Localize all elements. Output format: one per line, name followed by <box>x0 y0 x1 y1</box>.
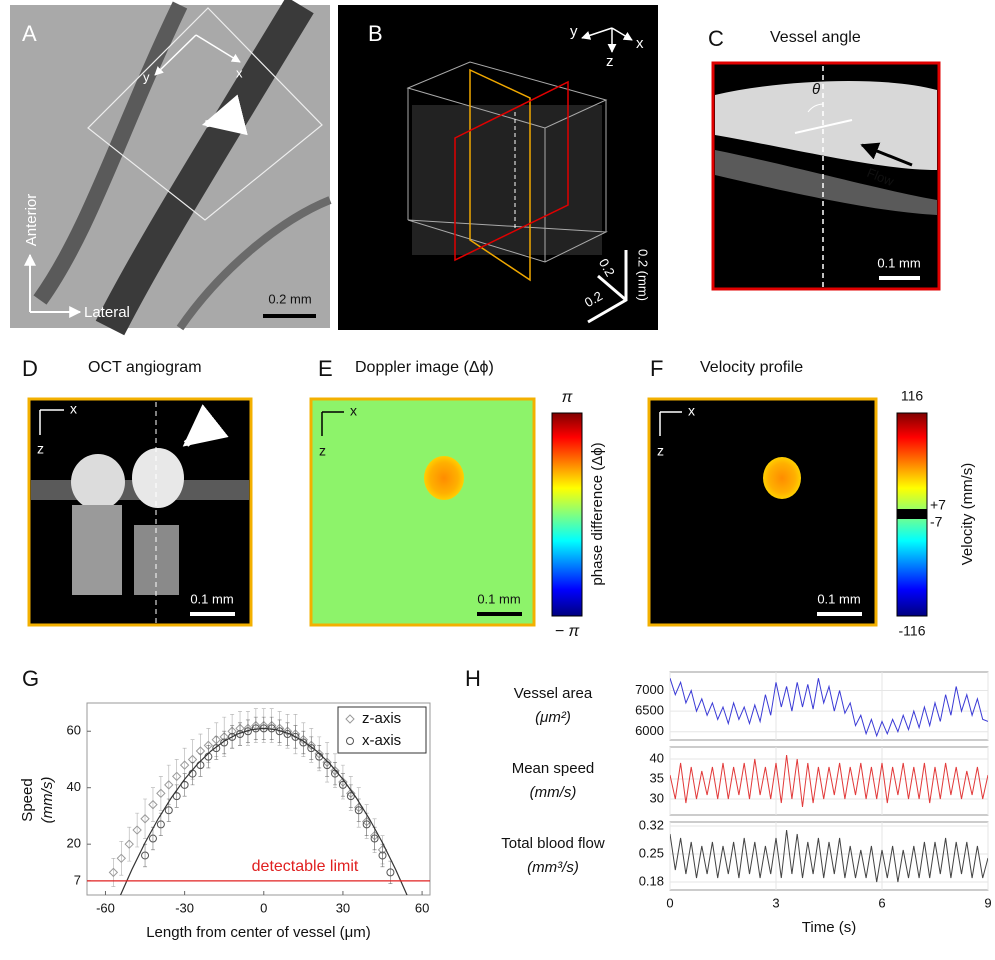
x-tick-label: 0 <box>666 895 673 910</box>
anterior-label: Anterior <box>23 194 40 247</box>
axis-label: y <box>570 23 578 40</box>
x-tick-label: 60 <box>415 900 429 915</box>
colorbar-tick: -7 <box>930 514 943 530</box>
panel-title: Doppler image (Δϕ) <box>355 359 494 376</box>
threshold-label: detectable limit <box>252 858 359 875</box>
axis-label: x <box>350 403 357 419</box>
axis-label: x <box>636 35 644 52</box>
y-tick-label: 40 <box>67 779 81 794</box>
x-tick-label: 0 <box>260 900 267 915</box>
y-tick-label: 20 <box>67 836 81 851</box>
y-tick-label: 40 <box>650 750 664 765</box>
panel-title: OCT angiogram <box>88 359 202 376</box>
y-tick-label: 60 <box>67 723 81 738</box>
y-axis-label: Speed <box>19 778 36 821</box>
chart: 7 20 40 60 -60 -30 0 30 60 Length from center of … <box>19 703 430 941</box>
scale-label: 0.1 mm <box>877 255 920 270</box>
panel-b: y x z 0.2 (mm) 0.2 0.2 B <box>338 5 658 330</box>
scale-label: 0.1 mm <box>190 591 233 606</box>
scale-label: 0.2 (mm) <box>636 249 651 301</box>
y-tick-label: 30 <box>650 790 664 805</box>
plot-frame <box>670 822 988 890</box>
chart: 0.18 0.25 0.32 0 3 6 9 Time (s) Total blood flow… <box>501 817 991 936</box>
panel-e: E Doppler image (Δϕ) x z 0.1 mm π − π ph… <box>311 356 606 640</box>
axis-label: z <box>319 443 326 459</box>
theta-label: θ <box>812 81 820 98</box>
x-tick-label: 30 <box>336 900 350 915</box>
colorbar-label: Velocity (mm/s) <box>959 463 976 566</box>
axis-label: z <box>37 441 44 457</box>
lateral-label: Lateral <box>84 304 130 321</box>
colorbar-threshold <box>897 509 927 519</box>
chart: 6000 6500 7000 Vessel area (μm²) <box>514 672 988 740</box>
axis-label: y <box>143 69 150 84</box>
panel-letter: A <box>22 21 37 46</box>
axis-label: x <box>688 403 695 419</box>
figure: x y Anterior Lateral 0.2 mm A y x z 0.2 … <box>0 0 995 955</box>
x-tick-label: 9 <box>984 895 991 910</box>
panel-letter: B <box>368 21 383 46</box>
row-label: Total blood flow <box>501 835 605 852</box>
body: x y Anterior Lateral 0.2 mm A y x z 0.2 … <box>0 0 995 955</box>
colorbar <box>552 413 582 616</box>
plot-frame <box>670 672 988 740</box>
axis-label: x <box>236 65 243 80</box>
x-tick-label: 3 <box>772 895 779 910</box>
colorbar-label: phase difference (Δϕ) <box>589 442 606 585</box>
y-tick-label: 7 <box>74 872 81 887</box>
x-axis-label: Time (s) <box>802 919 856 936</box>
panel-letter: G <box>22 666 39 691</box>
axis-label: z <box>657 443 664 459</box>
doppler-blob <box>424 456 464 500</box>
row-unit: (μm²) <box>535 709 571 726</box>
colorbar-tick: +7 <box>930 497 946 513</box>
vessel-section <box>71 454 125 510</box>
y-axis-unit: (mm/s) <box>39 777 56 824</box>
y-tick-label: 0.32 <box>639 817 664 832</box>
row-label: Vessel area <box>514 685 593 702</box>
axis-label: z <box>606 53 614 70</box>
x-axis-label: Length from center of vessel (μm) <box>146 924 371 941</box>
y-tick-label: 0.25 <box>639 845 664 860</box>
shadow <box>72 505 122 595</box>
velocity-blob <box>763 457 801 499</box>
legend-label: x-axis <box>362 732 401 749</box>
panel-letter: D <box>22 356 38 381</box>
axis-label: x <box>70 401 77 417</box>
colorbar-min: -116 <box>899 623 926 639</box>
panel-f: F Velocity profile x z 0.1 mm 116 -116 +… <box>649 356 976 639</box>
y-tick-label: 6000 <box>635 723 664 738</box>
row-unit: (mm/s) <box>530 784 577 801</box>
volume <box>412 105 602 255</box>
panel-letter: E <box>318 356 333 381</box>
chart: 30 35 40 Mean speed (mm/s) <box>512 747 988 815</box>
scale-label: 0.1 mm <box>477 591 520 606</box>
panel-letter: H <box>465 666 481 691</box>
x-tick-label: -30 <box>175 900 194 915</box>
y-tick-label: 6500 <box>635 703 664 718</box>
panel-d: D OCT angiogram x z 0.1 mm <box>22 356 251 625</box>
x-tick-label: -60 <box>96 900 115 915</box>
colorbar-max: π <box>562 389 573 406</box>
legend-label: z-axis <box>362 710 401 727</box>
vessel-section <box>132 448 184 508</box>
row-unit: (mm³/s) <box>527 859 579 876</box>
panel-title: Vessel angle <box>770 29 861 46</box>
scale-label: 0.2 mm <box>268 291 311 306</box>
y-tick-label: 0.18 <box>639 873 664 888</box>
scale-label: 0.1 mm <box>817 591 860 606</box>
colorbar-max: 116 <box>901 388 924 404</box>
panel-title: Velocity profile <box>700 359 803 376</box>
panel-a: x y Anterior Lateral 0.2 mm A <box>10 5 330 328</box>
page: Figure {"panels": { "A": {"letter": "A",… <box>0 0 995 955</box>
colorbar-min: − π <box>555 623 580 640</box>
y-tick-label: 35 <box>650 770 664 785</box>
x-tick-label: 6 <box>878 895 885 910</box>
panel-letter: C <box>708 26 724 51</box>
panel-letter: F <box>650 356 663 381</box>
panel-c: C Vessel angle θ Flow 0.1 mm <box>708 26 939 289</box>
plot-frame <box>670 747 988 815</box>
y-tick-label: 7000 <box>635 682 664 697</box>
row-label: Mean speed <box>512 760 595 777</box>
